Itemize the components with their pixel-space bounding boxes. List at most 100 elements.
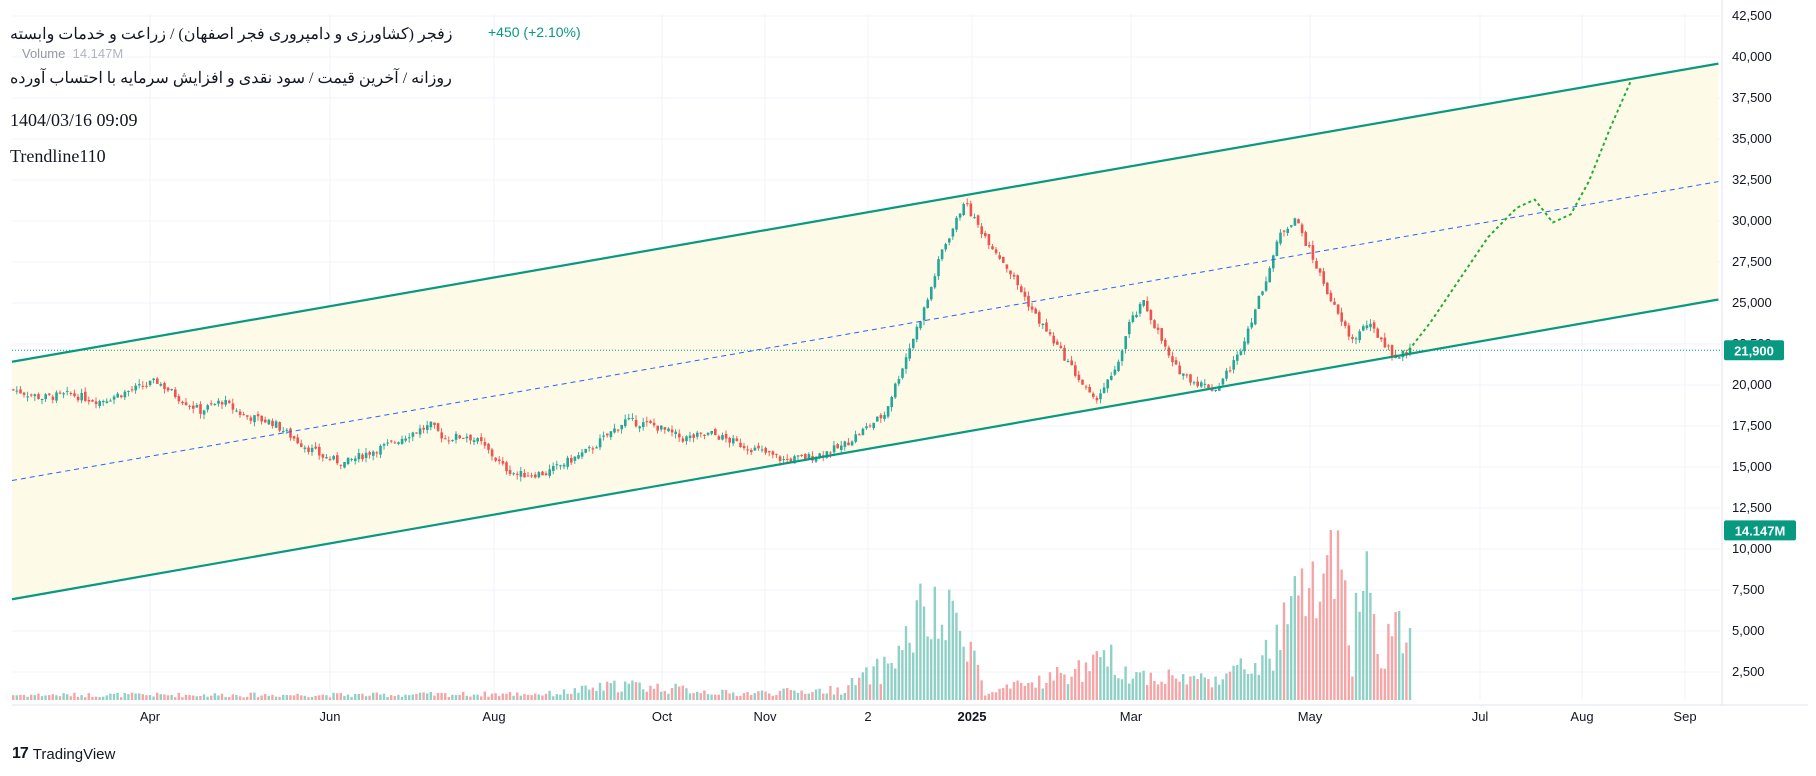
volume-bar [933, 586, 936, 700]
volume-bar [73, 692, 76, 700]
volume-bar [472, 694, 476, 700]
candle [555, 460, 559, 470]
volume-bar [469, 696, 472, 700]
candle [1228, 366, 1232, 373]
candle [926, 297, 929, 309]
candle [544, 471, 548, 476]
volume-bar [804, 694, 807, 700]
symbol-title[interactable]: زفجر (کشاورزی و دامپروری فجر اصفهان) / ز… [10, 26, 453, 43]
candle [980, 222, 983, 239]
price-change: +450 (+2.10%) [488, 24, 581, 40]
candle [166, 386, 170, 393]
volume-bar [1344, 580, 1347, 700]
last-price-tag [1724, 340, 1784, 361]
candle [48, 392, 51, 396]
volume-bar [807, 693, 810, 700]
y-tick-label: 20,000 [1732, 377, 1772, 392]
volume-bar [256, 697, 260, 700]
volume-bar [415, 693, 418, 700]
volume-bar [1398, 611, 1401, 700]
y-tick-label: 35,000 [1732, 131, 1772, 146]
projection-path[interactable] [1408, 77, 1633, 351]
candle [742, 442, 746, 451]
candle [343, 461, 346, 469]
volume-bar [847, 685, 850, 700]
volume-bar [1030, 682, 1034, 700]
volume-bar [1300, 568, 1304, 700]
volume-bar [62, 693, 65, 700]
volume-bar [1196, 679, 1199, 700]
candle [908, 343, 911, 362]
volume-bar [1261, 655, 1264, 700]
candle [285, 428, 289, 434]
volume-bar [1034, 687, 1037, 700]
volume-bar [37, 693, 40, 700]
candle [444, 434, 447, 440]
candle [523, 469, 526, 478]
candle [1084, 384, 1088, 390]
tradingview-brand[interactable]: 17 TradingView [12, 745, 115, 763]
candle [440, 428, 443, 443]
volume-bar [717, 694, 720, 700]
candle [408, 433, 411, 443]
candle [836, 443, 839, 449]
candle [868, 423, 872, 428]
volume-bar [904, 626, 908, 700]
candle [260, 415, 263, 425]
volume-bar [753, 693, 756, 700]
volume-bar [706, 694, 710, 700]
candle [984, 230, 987, 239]
candle [1340, 307, 1343, 326]
candle [163, 381, 166, 394]
candle [1149, 308, 1153, 325]
volume-bar [1002, 688, 1005, 700]
channel-upper-line[interactable] [11, 62, 1719, 363]
candle [973, 213, 976, 219]
candle [919, 320, 922, 331]
volume-bar [84, 697, 87, 700]
volume-bar [1038, 675, 1041, 700]
channel-lower-line[interactable] [11, 298, 1719, 601]
candle [386, 439, 389, 446]
volume-bar [202, 694, 206, 700]
volume-bar [1354, 592, 1358, 700]
candle [667, 427, 670, 433]
volume-bar [667, 693, 670, 700]
candle [426, 420, 429, 434]
volume-bar [710, 694, 713, 700]
candle [278, 421, 281, 433]
drawing-name: Trendline110 [10, 146, 106, 166]
candle [1290, 225, 1293, 229]
volume-bar [336, 693, 339, 700]
candle [764, 446, 767, 456]
candle [393, 440, 397, 444]
candle [235, 408, 238, 413]
volume-bar [357, 693, 360, 700]
candle [771, 450, 775, 459]
volume-bar [1336, 530, 1340, 700]
candle [688, 431, 692, 442]
volume-bar [508, 692, 512, 700]
volume-bar [764, 691, 767, 700]
volume-legend[interactable]: Volume 14.147M [22, 46, 123, 61]
candle [530, 472, 533, 479]
volume-bar [1110, 644, 1113, 700]
volume-bar [375, 692, 378, 700]
volume-bar [260, 695, 263, 700]
candle [404, 435, 407, 443]
volume-bar [1203, 677, 1206, 700]
candle [1171, 351, 1174, 367]
volume-bar [559, 694, 562, 700]
candle [1002, 256, 1005, 264]
candle [634, 415, 638, 428]
volume-bar [1124, 666, 1127, 700]
volume-bar [1009, 688, 1012, 700]
volume-bar [19, 694, 22, 700]
channel-middle-line[interactable] [11, 181, 1719, 481]
candle [58, 390, 62, 395]
candle [559, 464, 562, 470]
volume-bar [850, 678, 854, 700]
candle [1081, 379, 1084, 386]
candle [206, 403, 209, 413]
